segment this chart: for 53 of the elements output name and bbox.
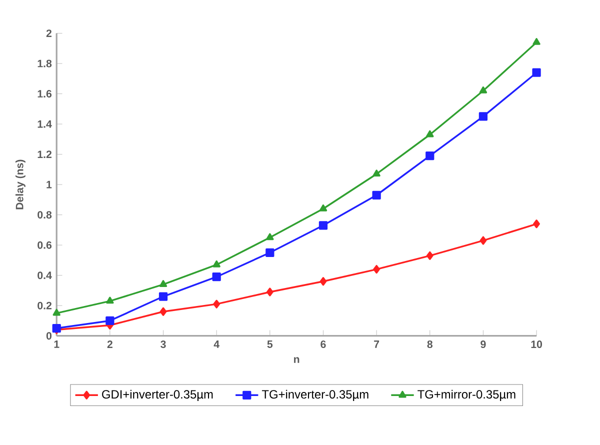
point [479,86,488,94]
legend-label: GDI+inverter-0.35µm [102,390,213,401]
x-tick-label: 10 [531,340,542,348]
point [532,38,540,45]
legend-label: TG+mirror-0.35µm [418,390,516,401]
point [266,248,274,257]
x-axis-title: n [294,357,300,363]
point [212,272,221,282]
point [159,280,168,287]
point [480,236,487,245]
y-tick-label: 0.8 [38,210,52,218]
x-tick-label: 1 [54,340,60,348]
y-tick-label: 0.4 [38,271,52,279]
x-tick-label: 3 [160,340,166,348]
y-tick-label: 1.6 [38,90,52,98]
x-tick-label: 4 [214,340,220,348]
y-tick-label: 0 [46,332,52,340]
y-tick-label: 1.2 [38,150,52,158]
point [266,233,274,240]
legend-label: TG+inverter-0.35µm [262,390,368,401]
point [212,260,220,268]
point [158,292,168,301]
point [533,219,540,228]
point [318,220,328,230]
y-tick-label: 0.2 [38,302,52,310]
y-tick-label: 0.6 [38,241,52,249]
point [213,300,220,308]
point [106,316,114,325]
x-tick-label: 5 [267,340,273,348]
point [478,112,488,121]
point [106,296,114,304]
point [532,68,541,77]
x-tick-label: 9 [480,340,486,348]
point [373,264,380,274]
x-tick-label: 8 [427,340,433,348]
point [160,307,167,316]
x-tick-label: 2 [107,340,112,348]
y-tick-label: 2 [46,29,52,37]
point [320,276,327,286]
point [266,288,274,296]
y-tick-label: 1.4 [38,120,52,128]
point [426,251,434,260]
x-tick-label: 7 [374,340,380,348]
point [426,130,434,138]
y-axis-title: Delay (ns) [16,160,26,210]
x-tick-label: 6 [320,340,326,348]
point [426,151,434,160]
y-tick-label: 1.8 [38,60,52,68]
y-tick-label: 1 [46,180,52,188]
point [319,204,328,212]
point [52,308,60,316]
point [372,190,381,200]
point [372,170,380,176]
